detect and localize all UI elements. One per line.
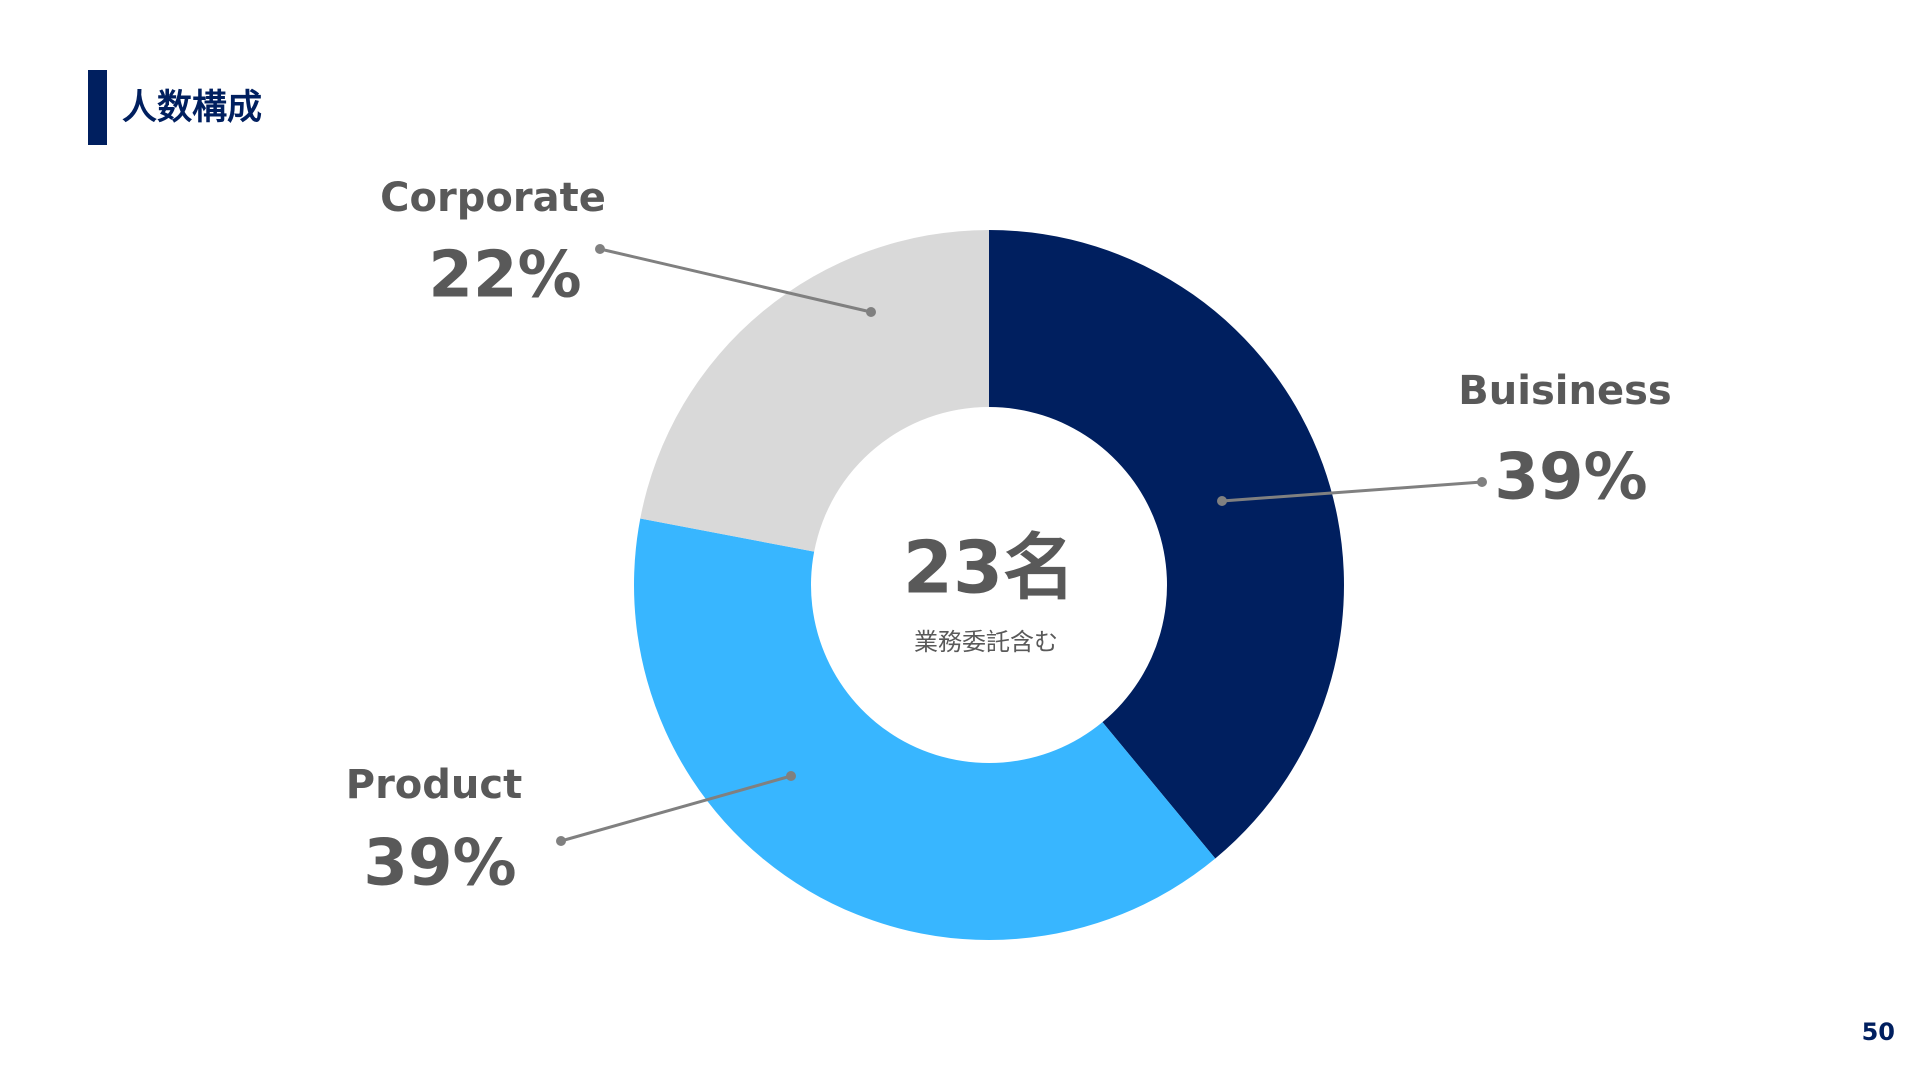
leader-line	[1221, 480, 1483, 503]
leader-dot	[786, 771, 796, 781]
value-label: 22%	[428, 239, 581, 313]
leader-line	[599, 247, 872, 314]
slide-title: 人数構成	[122, 88, 262, 128]
title-bar	[88, 70, 107, 145]
value-label: 39%	[1494, 441, 1647, 515]
leader-dot	[556, 836, 566, 846]
center-sublabel: 業務委託含む	[914, 628, 1058, 656]
donut-slice	[634, 518, 1216, 940]
center-label: 23名	[903, 526, 1075, 610]
donut-slice	[640, 229, 989, 552]
category-label: Corporate	[380, 175, 606, 221]
category-label: Buisiness	[1458, 368, 1671, 414]
value-label: 39%	[363, 827, 516, 901]
page-number: 50	[1862, 1018, 1895, 1046]
leader-dot	[1217, 496, 1227, 506]
donut-slice	[989, 230, 1344, 859]
leader-dot	[595, 244, 605, 254]
category-label: Product	[346, 762, 522, 808]
leader-dot	[1477, 477, 1487, 487]
leader-dot	[866, 307, 876, 317]
leader-line	[560, 774, 792, 843]
